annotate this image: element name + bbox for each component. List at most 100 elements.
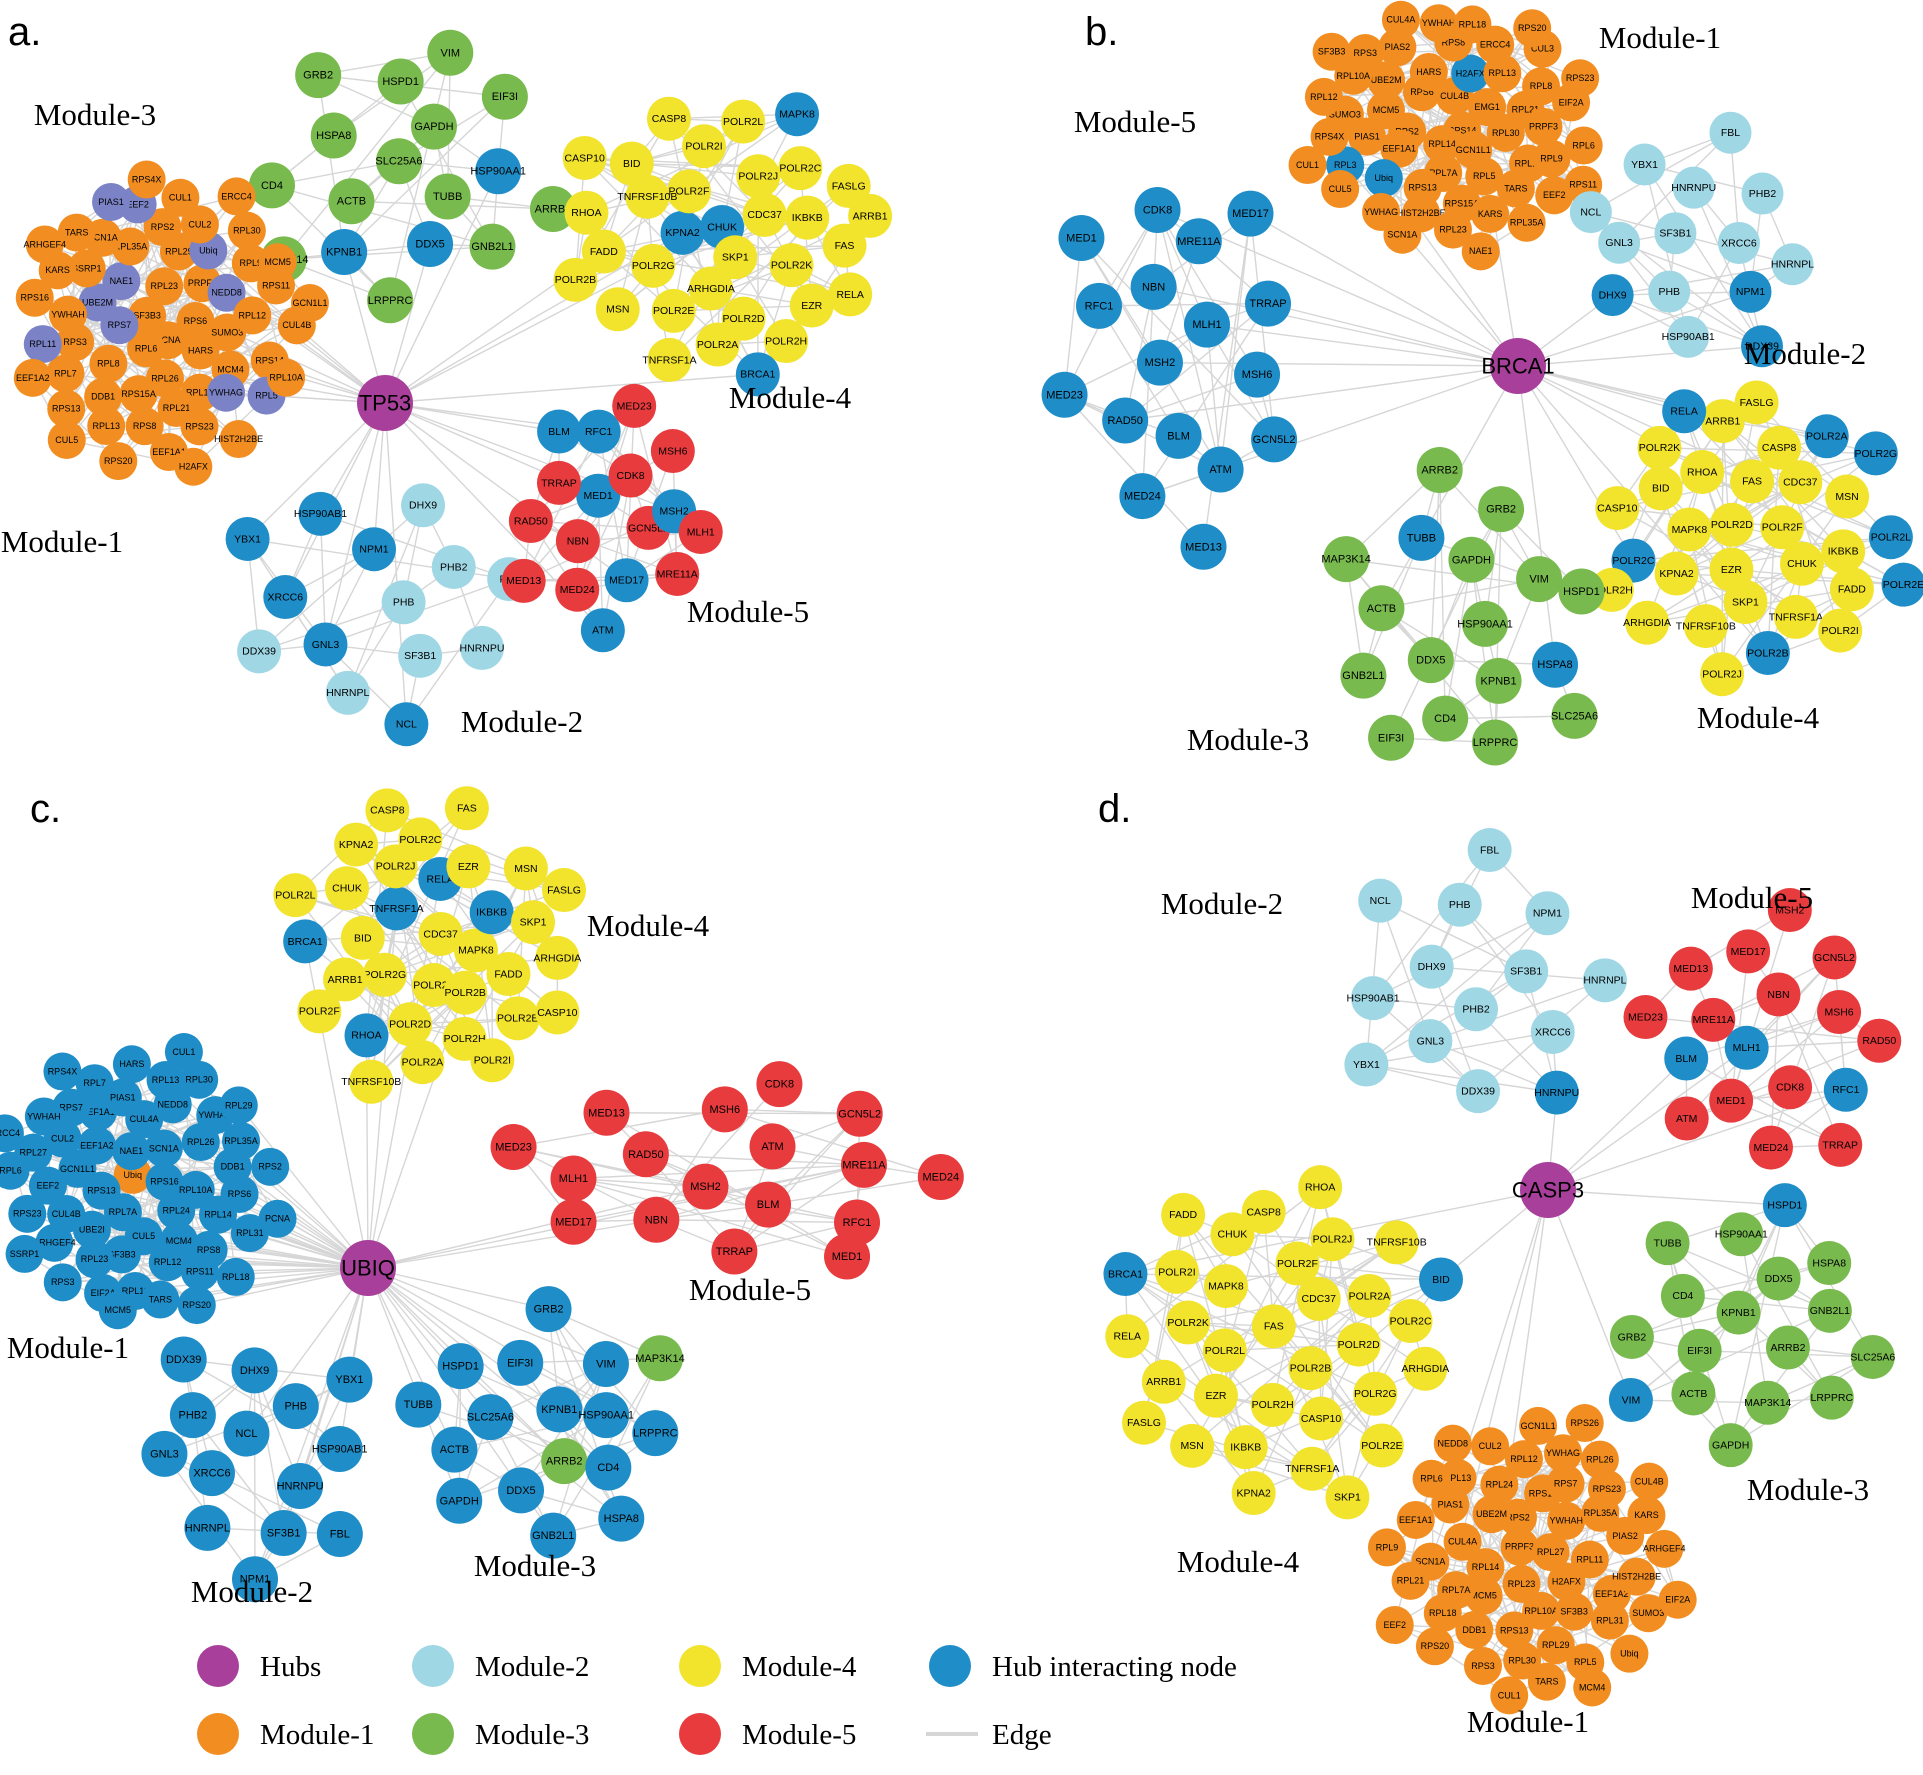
node-arhgdia: ARHGDIA [1623,600,1671,645]
module-label-a-module5: Module-5 [687,594,809,629]
node-label: CUL1 [1296,160,1319,170]
node-trrap: TRRAP [536,460,581,505]
node-label: NAE1 [120,1146,144,1156]
node-atm: ATM [1197,446,1244,493]
node-label: FADD [1169,1209,1197,1221]
node-phb: PHB [1437,882,1482,927]
hub-edge [324,402,386,645]
node-circle [1812,935,1857,980]
node-circle [580,608,625,653]
node-circle [1609,1314,1654,1359]
node-msh6: MSH6 [1817,989,1862,1034]
node-label: EEF1A1 [1399,1515,1433,1525]
node-circle [89,344,128,383]
node-circle [1664,1096,1709,1141]
node-label: TNFRSF10B [617,191,677,203]
node-circle [263,575,308,620]
node-circle [1358,585,1405,632]
node-rps16: RPS16 [15,278,54,317]
node-label: CD4 [261,180,283,192]
node-label: HARS [1416,67,1441,77]
node-label: ARRB1 [1146,1376,1181,1388]
legend: Hubs Module-2 Module-4 Hub interacting node… [197,1645,1237,1755]
node-circle [1310,1217,1355,1262]
node-slc25a6: SLC25A6 [467,1394,514,1441]
hub-edge [367,1267,609,1469]
node-label: ERCC4 [0,1128,20,1138]
node-circle [1223,1425,1268,1470]
node-circle [316,1511,363,1558]
node-circle [1516,556,1563,603]
node-label: DDX5 [415,239,444,251]
node-circle [258,1199,297,1238]
node-circle [1102,397,1149,444]
node-circle [660,210,705,255]
node-ybx1: YBX1 [225,516,270,561]
node-hnrnpu: HNRNPU [277,1463,324,1510]
node-circle [541,1438,588,1485]
node-label: MSH6 [710,1104,741,1116]
node-circle [444,786,489,831]
node-circle [537,409,582,454]
node-label: PHB2 [1749,188,1777,200]
node-polr2l: POLR2L [721,99,766,144]
node-eif3i: EIF3I [1677,1328,1722,1373]
node-label: YWHAG [198,1110,232,1120]
node-polr2e: POLR2E [1359,1423,1404,1468]
node-ddx39: DDX39 [1741,325,1784,368]
node-label: BID [1652,483,1670,495]
node-circle [98,1291,137,1330]
node-circle [362,952,407,997]
node-label: RPL30 [1492,128,1520,138]
node-label: POLR2E [1883,579,1923,591]
node-label: NEDD8 [1438,1439,1469,1449]
hub-label: BRCA1 [1481,353,1554,378]
node-circle [828,272,873,317]
node-label: MAPK8 [458,945,494,957]
node-label: ATM [761,1141,783,1153]
node-rpl29: RPL29 [1536,1626,1575,1665]
node-gcn1l1: GCN1L1 [1519,1406,1558,1445]
node-label: HSPD1 [442,1361,479,1373]
node-circle [398,633,443,678]
node-label: FASLG [832,180,866,192]
node-label: EEF2 [1383,1620,1406,1630]
hub-edge [1547,1189,1632,1401]
module-label-a-module1: Module-1 [1,524,123,559]
node-label: RPS20 [104,456,133,466]
edge [1666,1243,1695,1394]
node-circle [407,221,454,268]
node-circle [437,1343,484,1390]
node-circle [481,73,528,120]
node-circle [125,407,164,446]
hub-label: CASP3 [1512,1177,1584,1202]
node-label: ARHGDIA [1401,1363,1449,1375]
edge [183,1358,341,1450]
node-label: TUBB [1407,532,1436,544]
node-kpna2: KPNA2 [1231,1471,1276,1516]
node-label: HSP90AB1 [1662,331,1715,343]
module-label-b-module5: Module-5 [1074,104,1196,139]
node-label: MSN [1180,1440,1203,1452]
node-circle [25,225,64,264]
node-circle [323,957,368,1002]
node-circle [1525,891,1570,936]
node-label: GNB2L1 [471,241,513,253]
node-label: RPL27 [1537,1547,1565,1557]
node-circle [745,1181,792,1228]
node-label: CHUK [1787,558,1817,570]
node-circle [1336,1322,1381,1367]
node-vim: VIM [427,29,474,76]
node-circle [1364,159,1403,198]
node-circle [1543,1434,1582,1473]
node-label: CUL2 [1479,1441,1502,1451]
node-label: POLR2F [669,186,710,198]
edge [1682,1262,1830,1297]
node-circle [377,58,424,105]
node-label: EIF3I [1378,732,1404,744]
node-mcm5: MCM5 [98,1291,137,1330]
node-label: PIAS2 [1612,1531,1638,1541]
node-label: SF3B3 [108,1249,136,1259]
node-hspd1: HSPD1 [437,1343,484,1390]
node-label: HSP90AA1 [578,1410,634,1422]
